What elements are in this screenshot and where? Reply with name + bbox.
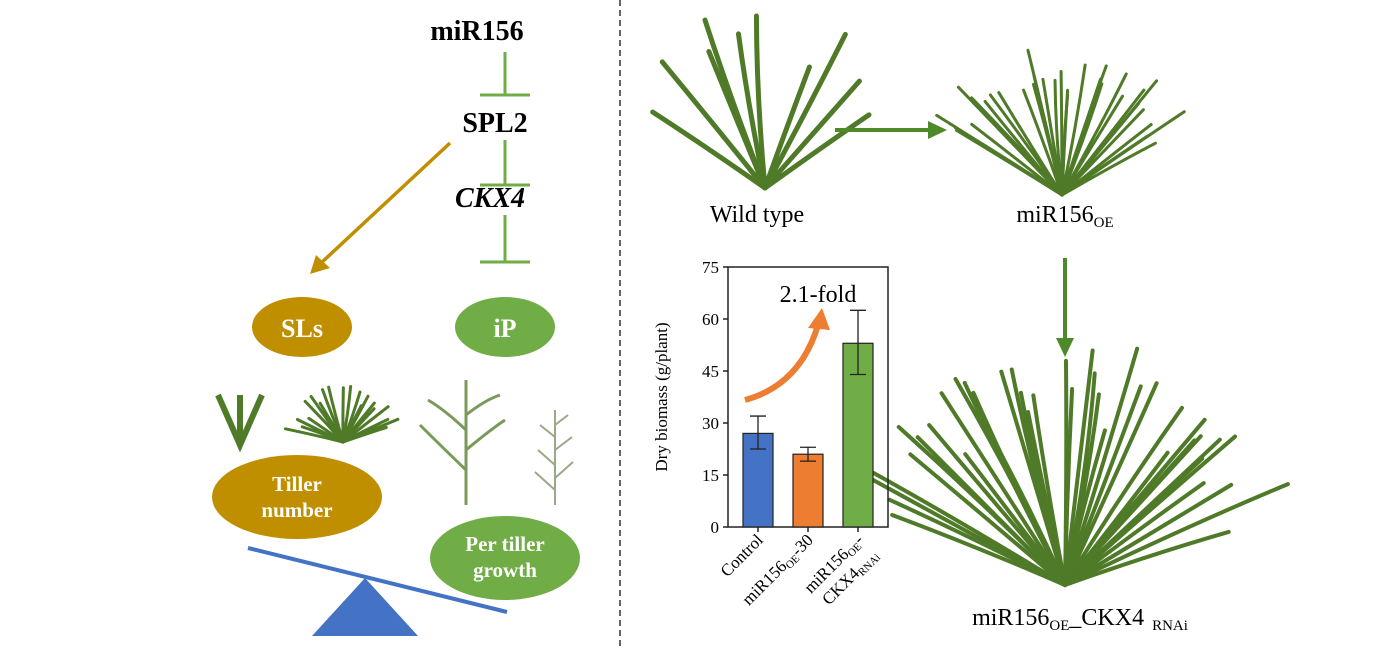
plant-leaf xyxy=(1026,48,1064,197)
error-bar xyxy=(850,309,866,376)
plant-illustrations xyxy=(650,13,1290,587)
tiller-stem xyxy=(418,380,506,505)
plant-leaf xyxy=(1063,482,1234,587)
mir-oe-ckx4-label: miR156OE_CKX4 RNAi xyxy=(972,605,1188,634)
bar xyxy=(792,453,824,528)
mir-oe-label: miR156OE xyxy=(1016,202,1113,231)
x-label-sub: RNAi xyxy=(856,552,883,579)
plant-leaf xyxy=(1063,358,1069,587)
plant-leaf xyxy=(896,425,1067,587)
node-mir156: miR156 xyxy=(430,16,523,47)
y-axis-label: Dry biomass (g/plant) xyxy=(652,322,671,471)
tall-tiller-icon xyxy=(418,380,506,505)
sls-ellipse xyxy=(252,297,352,357)
plant-leaf xyxy=(341,425,388,444)
plant-leaf xyxy=(1063,348,1095,587)
plant-leaf xyxy=(762,112,872,191)
y-tick-label: 45 xyxy=(702,362,719,381)
y-tick-label: 30 xyxy=(702,414,719,433)
plant-leaf xyxy=(983,99,1064,197)
y-tick-label: 15 xyxy=(702,466,719,485)
plant-leaf xyxy=(997,91,1064,197)
inhibition-arrow-2 xyxy=(480,140,530,187)
plant-leaf xyxy=(1063,438,1197,587)
plant-leaf xyxy=(1063,434,1238,587)
plant-leaf xyxy=(659,59,768,191)
per-tiller-growth-line1: Per tiller xyxy=(465,532,544,556)
node-ckx4: CKX4 xyxy=(455,183,525,214)
plant-leaf xyxy=(939,391,1067,587)
plant-leaf xyxy=(762,78,862,191)
plant-leaf xyxy=(1031,393,1067,587)
seesaw-beam xyxy=(247,546,508,614)
seesaw-fulcrum xyxy=(312,578,418,636)
plant-leaf xyxy=(935,113,1064,197)
mir156-oe-plant xyxy=(935,48,1186,197)
plant-leaf xyxy=(1060,108,1145,197)
thin-tiller-icon xyxy=(534,410,574,505)
y-tick-label: 60 xyxy=(702,310,719,329)
error-bar xyxy=(800,446,816,462)
plant-leaf xyxy=(908,452,1067,587)
plant-leaf xyxy=(1063,482,1290,587)
small-plant-icons xyxy=(215,380,574,505)
plant-leaf xyxy=(1063,346,1140,587)
activation-arrow-spl2-sls xyxy=(310,141,452,274)
plant-leaf xyxy=(650,109,768,191)
inhibition-arrow-3 xyxy=(480,215,530,264)
plant-leaf xyxy=(1063,529,1231,587)
fold-change-annotation: 2.1-fold xyxy=(780,282,857,308)
plant-leaf xyxy=(1060,94,1125,197)
ip-label: iP xyxy=(493,314,516,343)
arrow-right xyxy=(835,121,947,139)
plant-leaf xyxy=(1063,405,1184,587)
tiller-number-ellipse xyxy=(212,455,382,539)
fold-change-arrow xyxy=(744,324,821,403)
v-plant-icon xyxy=(215,393,265,453)
inhibition-arrow-1 xyxy=(480,52,530,97)
tiller-number-line2: number xyxy=(261,498,332,522)
plant-leaf xyxy=(927,423,1067,587)
plant-leaf xyxy=(702,17,768,191)
fold-change-arrowhead xyxy=(808,308,830,330)
y-tick-label: 0 xyxy=(711,518,720,537)
tiller-stem xyxy=(534,410,574,505)
plant-leaf xyxy=(1060,64,1108,197)
plant-leaf xyxy=(1060,63,1087,197)
plant-leaf xyxy=(1060,93,1070,197)
y-tick-label: 75 xyxy=(702,258,719,277)
plant-leaf xyxy=(1063,384,1143,587)
per-tiller-growth-ellipse xyxy=(430,516,580,600)
plant-leaf xyxy=(762,31,848,191)
plant-leaf xyxy=(753,13,768,191)
x-label-base: miR156 xyxy=(738,557,790,609)
mir156-oe-ckx4-plant xyxy=(848,346,1290,587)
plant-leaf xyxy=(970,122,1064,197)
plant-leaf xyxy=(962,380,1067,587)
tiller-number-line1: Tiller xyxy=(272,472,322,496)
plant-leaf xyxy=(1053,78,1064,197)
plant-leaf xyxy=(1060,141,1157,197)
arrow-down xyxy=(1056,258,1074,357)
plant-leaf xyxy=(1063,481,1206,587)
error-bar xyxy=(750,415,766,450)
ip-ellipse xyxy=(455,297,555,357)
wild-type-label: Wild type xyxy=(710,202,804,228)
node-spl2: SPL2 xyxy=(462,108,527,139)
wild-type-plant xyxy=(650,13,872,191)
per-tiller-growth-line2: growth xyxy=(473,558,537,582)
sls-label: SLs xyxy=(281,314,323,343)
bushy-plant-icon xyxy=(283,384,400,444)
plant-leaf xyxy=(871,470,1067,587)
